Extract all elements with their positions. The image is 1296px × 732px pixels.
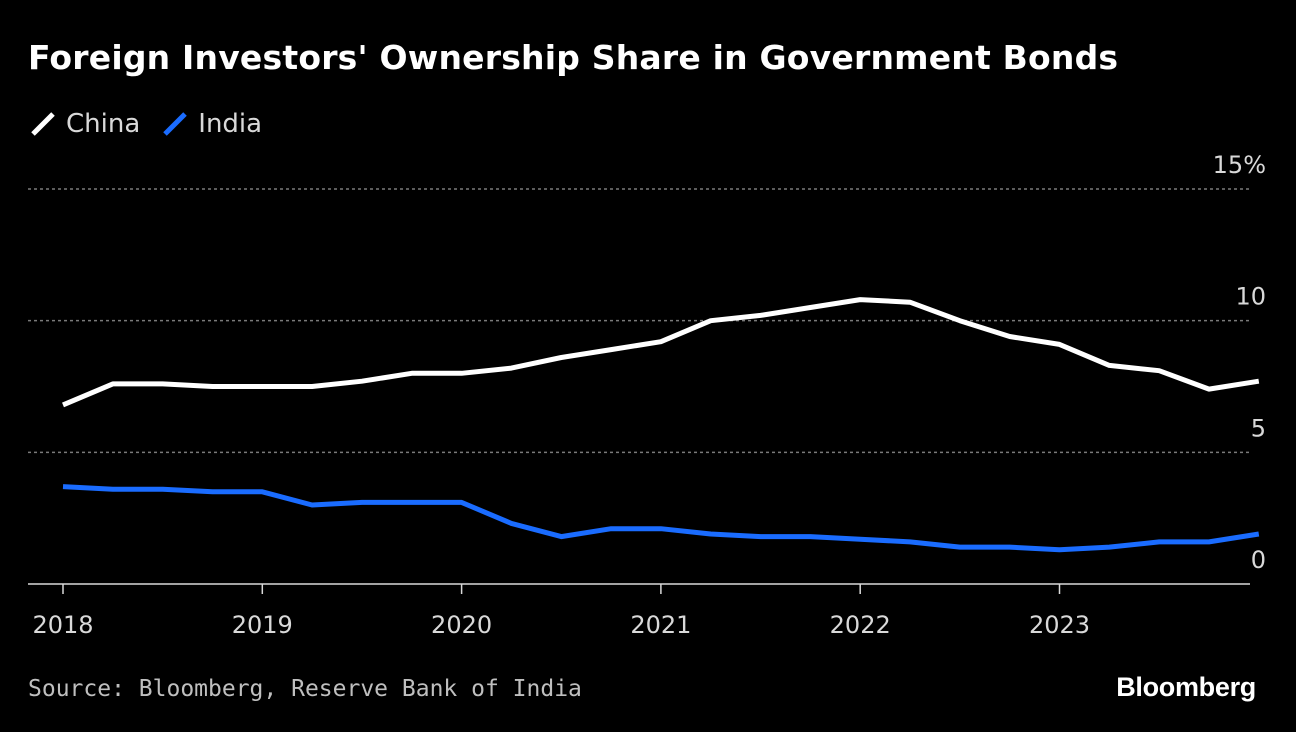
x-tick-label-2018: 2018 bbox=[32, 611, 93, 639]
axis-layer bbox=[28, 583, 1250, 594]
label-layer: 15% 10 5 0 2018 2019 2020 2021 2022 2023 bbox=[32, 151, 1266, 639]
x-tick-label-2020: 2020 bbox=[431, 611, 492, 639]
series-layer bbox=[62, 297, 1260, 553]
x-tick-label-2021: 2021 bbox=[630, 611, 691, 639]
chart-legend: China India bbox=[30, 106, 284, 142]
x-tick-label-2023: 2023 bbox=[1029, 611, 1090, 639]
series-line-china bbox=[62, 297, 1260, 408]
legend-item-india: India bbox=[162, 109, 262, 139]
series-line-india bbox=[62, 484, 1260, 553]
legend-label-china: China bbox=[66, 109, 141, 139]
y-tick-label-0: 0 bbox=[1251, 546, 1266, 574]
source-note: Source: Bloomberg, Reserve Bank of India bbox=[28, 676, 582, 702]
y-tick-label-5: 5 bbox=[1251, 414, 1266, 442]
grid-layer bbox=[28, 188, 1250, 454]
legend-swatch-india-icon bbox=[163, 112, 188, 136]
x-tick-label-2022: 2022 bbox=[830, 611, 891, 639]
y-tick-label-10: 10 bbox=[1235, 283, 1266, 311]
y-tick-label-15: 15% bbox=[1213, 151, 1266, 179]
bloomberg-logo: Bloomberg bbox=[1116, 672, 1256, 702]
legend-label-india: India bbox=[198, 109, 263, 139]
legend-swatch-china-icon bbox=[31, 112, 55, 136]
x-tick-label-2019: 2019 bbox=[232, 611, 293, 639]
legend-item-china: China bbox=[30, 109, 140, 139]
chart-title: Foreign Investors' Ownership Share in Go… bbox=[28, 38, 1119, 77]
